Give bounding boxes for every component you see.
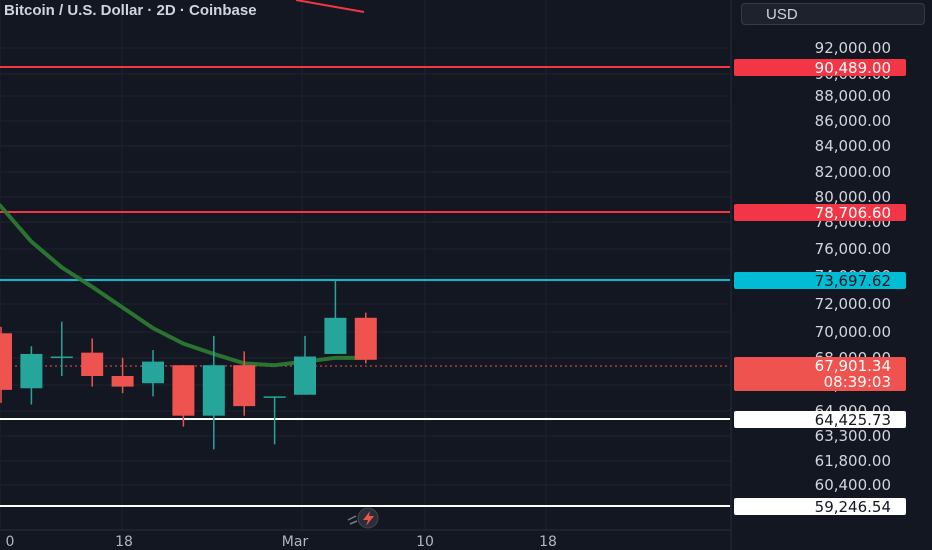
horizontal-lines bbox=[0, 0, 730, 507]
candle-body bbox=[263, 396, 286, 398]
candle-body bbox=[202, 365, 225, 416]
time-axis: 0 18 Mar 10 18 bbox=[6, 534, 557, 550]
flash-icon[interactable] bbox=[347, 507, 379, 529]
y-tick-label: 60,400.00 bbox=[815, 476, 891, 494]
candle-body bbox=[172, 365, 195, 416]
moving-average bbox=[0, 203, 368, 368]
price-label-bg bbox=[734, 411, 906, 428]
y-tick-label: 76,000.00 bbox=[815, 240, 891, 258]
candle bbox=[50, 321, 73, 376]
candle bbox=[0, 326, 12, 403]
x-tick-label: 18 bbox=[539, 534, 557, 550]
candle-body bbox=[294, 356, 316, 395]
candle-body bbox=[111, 376, 134, 387]
candle bbox=[354, 312, 377, 364]
trend-line bbox=[295, 0, 365, 13]
currency-selector[interactable]: USD bbox=[741, 3, 925, 25]
price-label: 59,246.54 bbox=[734, 498, 906, 516]
y-tick-label: 63,300.00 bbox=[815, 427, 891, 445]
candle-body bbox=[20, 353, 43, 389]
candle bbox=[20, 346, 43, 405]
price-label-text: 59,246.54 bbox=[815, 498, 891, 516]
chart-title: Bitcoin / U.S. Dollar · 2D · Coinbase bbox=[4, 2, 257, 19]
candle bbox=[142, 350, 164, 397]
y-tick-label: 80,000.00 bbox=[815, 188, 891, 206]
candle bbox=[202, 335, 225, 450]
price-label-text: 78,706.60 bbox=[815, 204, 891, 222]
candle bbox=[263, 396, 286, 445]
candle-body bbox=[50, 356, 73, 359]
price-label-bg bbox=[734, 59, 906, 76]
candle-body bbox=[324, 317, 347, 354]
x-tick-label: Mar bbox=[282, 534, 309, 550]
x-tick-label: 18 bbox=[115, 534, 133, 550]
price-label-text: 64,425.73 bbox=[815, 411, 891, 429]
price-label: 78,706.60 bbox=[734, 204, 906, 222]
candle-body bbox=[0, 333, 12, 390]
candle-body bbox=[142, 361, 164, 384]
candle-body bbox=[354, 317, 377, 360]
price-label-text: 90,489.00 bbox=[815, 59, 891, 77]
current-price-bg bbox=[734, 357, 906, 391]
candle bbox=[294, 335, 316, 395]
y-tick-label: 86,000.00 bbox=[815, 112, 891, 130]
price-label-bg bbox=[734, 498, 906, 515]
candle bbox=[81, 338, 104, 387]
candle bbox=[324, 280, 347, 354]
y-tick-label: 70,000.00 bbox=[815, 323, 891, 341]
candle-body bbox=[81, 352, 104, 376]
price-label: 64,425.73 bbox=[734, 411, 906, 429]
candle bbox=[172, 365, 195, 427]
y-tick-label: 61,800.00 bbox=[815, 452, 891, 470]
countdown-text: 08:39:03 bbox=[824, 373, 891, 391]
candle-body bbox=[233, 365, 256, 407]
grid bbox=[0, 0, 732, 550]
price-label: 90,489.00 bbox=[734, 59, 906, 77]
candle bbox=[233, 351, 256, 416]
candles bbox=[0, 280, 377, 450]
y-tick-label: 72,000.00 bbox=[815, 295, 891, 313]
y-tick-label: 92,000.00 bbox=[815, 39, 891, 57]
price-label-text: 73,697.62 bbox=[815, 272, 891, 290]
y-tick-label: 88,000.00 bbox=[815, 87, 891, 105]
y-tick-label: 82,000.00 bbox=[815, 163, 891, 181]
price-label-bg bbox=[734, 272, 906, 289]
y-tick-label: 84,000.00 bbox=[815, 137, 891, 155]
price-label-bg bbox=[734, 204, 906, 221]
price-label: 73,697.62 bbox=[734, 272, 906, 290]
x-tick-label: 0 bbox=[6, 534, 15, 550]
x-tick-label: 10 bbox=[416, 534, 434, 550]
price-labels: 90,489.00 78,706.60 73,697.62 64,425.73 59,2… bbox=[734, 59, 906, 516]
current-price-text: 67,901.34 bbox=[815, 357, 891, 375]
candle bbox=[111, 357, 134, 394]
ma-line bbox=[0, 203, 368, 368]
